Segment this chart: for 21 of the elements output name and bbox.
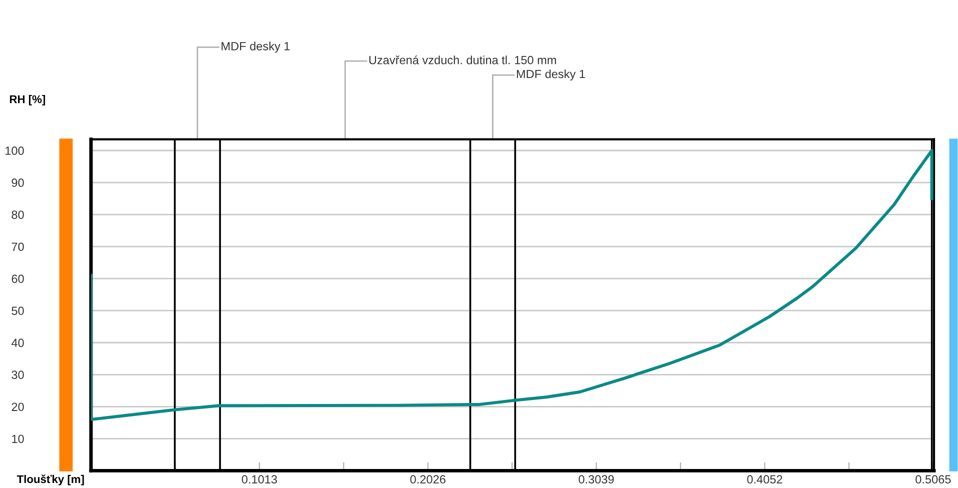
- y-tick-label: 70: [12, 242, 24, 251]
- x-tick-label: 0.5065: [916, 475, 951, 484]
- x-tick-label: 0.2026: [410, 475, 446, 484]
- x-tick-label: 0.4052: [747, 475, 782, 484]
- y-tick-label: 10: [12, 434, 24, 444]
- y-tick-label: 30: [12, 370, 24, 380]
- x-tick-label: 0.1013: [242, 475, 277, 484]
- x-axis-title: Tloušťky [m]: [16, 474, 84, 486]
- y-tick-label: 90: [12, 178, 24, 187]
- y-tick-label: 50: [12, 306, 24, 315]
- text: MDF desky 1: [516, 70, 585, 81]
- y-tick-label: 80: [12, 210, 24, 219]
- y-tick-label: 20: [12, 402, 24, 412]
- y-tick-label: 40: [11, 338, 24, 348]
- text: MDF desky 1: [222, 42, 290, 53]
- text: Uzavřená vzduch. dutina tl. 150 mm: [369, 55, 556, 64]
- y-tick-label: 60: [12, 274, 24, 283]
- line-series: [91, 148, 934, 421]
- y-tick-label: 100: [6, 146, 24, 155]
- y-axis-title: RH [%]: [10, 95, 46, 106]
- x-tick-label: 0.3039: [578, 475, 614, 484]
